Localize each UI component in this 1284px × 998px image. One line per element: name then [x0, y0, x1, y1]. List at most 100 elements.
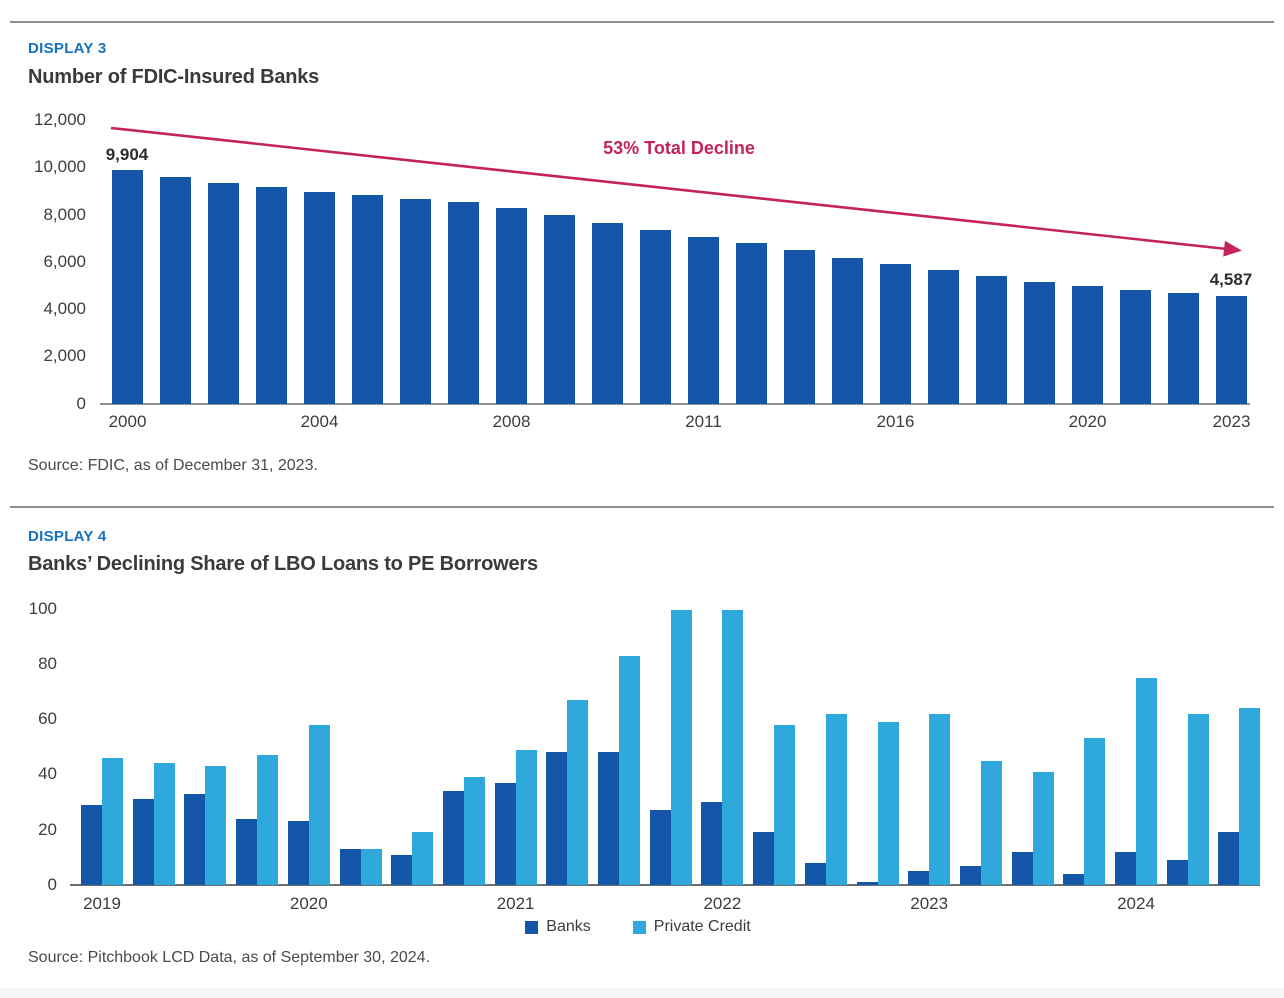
- legend-swatch: [632, 920, 646, 934]
- fdic-bar: [208, 183, 239, 404]
- banks-bar: [442, 790, 464, 885]
- private-credit-bar: [463, 777, 485, 885]
- chart2-x-axis-label: 2024: [1117, 894, 1155, 913]
- chart2-y-axis-label: 80: [38, 653, 57, 673]
- chart1-y-axis-label: 6,000: [43, 251, 86, 271]
- banks-bar: [1115, 851, 1136, 885]
- chart2-y-axis-label: 100: [28, 598, 57, 618]
- last-bar-value-label: 4,587: [1209, 270, 1253, 289]
- fdic-bar: [1168, 292, 1199, 404]
- fdic-bar: [256, 187, 287, 404]
- private-credit-bar: [1187, 713, 1209, 885]
- chart2-x-axis-label: 2022: [703, 894, 742, 913]
- private-credit-bar: [722, 609, 744, 885]
- banks-bar: [339, 849, 361, 885]
- first-bar-value-label: 9,904: [105, 145, 149, 164]
- decline-annotation: 53% Total Decline: [603, 138, 755, 158]
- legend-swatch: [525, 920, 539, 934]
- private-credit-bar: [929, 713, 951, 885]
- private-credit-bar: [825, 713, 847, 885]
- private-credit-bar: [1136, 677, 1157, 885]
- chart1-x-axis-line: [100, 403, 1250, 405]
- fdic-bar: [736, 243, 767, 404]
- chart1-x-axis-label: 2004: [300, 412, 339, 431]
- fdic-bar: [832, 257, 863, 404]
- chart2-x-axis-line: [70, 884, 1260, 886]
- banks-bar: [546, 752, 568, 885]
- chart2-y-axis-label: 40: [38, 764, 57, 784]
- chart1-y-axis-label: 12,000: [34, 110, 86, 129]
- banks-bar: [701, 802, 723, 885]
- fdic-bar: [544, 214, 575, 404]
- chart1-y-axis-label: 0: [76, 393, 86, 413]
- private-credit-bar: [308, 724, 330, 885]
- chart1-y-axis-label: 2,000: [43, 346, 86, 366]
- fdic-bar: [784, 250, 815, 404]
- legend-item-private-credit: Private Credit: [632, 918, 751, 936]
- chart2-x-axis-label: 2020: [289, 894, 328, 913]
- banks-bar: [959, 865, 981, 885]
- private-credit-bar: [153, 763, 175, 885]
- private-credit-bar: [412, 832, 434, 885]
- bottom-page-edge: [0, 988, 1284, 998]
- chart2-x-axis-label: 2021: [496, 894, 535, 913]
- private-credit-bar: [619, 655, 640, 885]
- display4-label: DISPLAY 4: [28, 528, 107, 545]
- chart-legend: Banks Private Credit: [28, 918, 1248, 936]
- fdic-bar: [304, 191, 335, 404]
- private-credit-bar: [205, 766, 227, 885]
- display3-title: Number of FDIC-Insured Banks: [28, 66, 320, 88]
- chart1-x-axis-label: 2011: [685, 412, 722, 431]
- banks-bar: [856, 882, 878, 885]
- private-credit-bar: [877, 721, 899, 885]
- chart1-x-axis-label: 2000: [108, 412, 147, 431]
- middle-divider: [10, 506, 1274, 508]
- chart2-y-axis-label: 60: [38, 709, 57, 729]
- top-divider: [10, 21, 1274, 23]
- display3-label: DISPLAY 3: [28, 40, 107, 57]
- banks-bar: [598, 752, 619, 885]
- banks-bar: [908, 871, 930, 885]
- fdic-bar: [1024, 281, 1055, 404]
- fdic-bar: [592, 223, 623, 404]
- chart1-y-axis-label: 8,000: [43, 204, 86, 224]
- fdic-bar: [640, 230, 671, 404]
- banks-bar: [81, 804, 102, 885]
- banks-bar: [184, 793, 206, 885]
- banks-bar: [391, 854, 413, 885]
- private-credit-bar: [567, 699, 589, 885]
- chart2-y-axis-label: 0: [47, 875, 57, 894]
- banks-bar: [649, 810, 671, 885]
- fdic-bar: [976, 276, 1007, 404]
- chart1-x-axis-label: 2008: [492, 412, 531, 431]
- chart2-x-axis-label: 2019: [83, 894, 121, 913]
- fdic-bar: [880, 264, 911, 404]
- banks-bar: [753, 832, 775, 885]
- fdic-bar: [1072, 285, 1103, 404]
- fdic-bar: [160, 176, 191, 404]
- fdic-bar: [352, 195, 383, 404]
- private-credit-bar: [980, 760, 1002, 885]
- banks-bar: [1166, 860, 1188, 885]
- fdic-bar: [400, 198, 431, 404]
- chart1-y-axis-label: 4,000: [43, 299, 86, 318]
- fdic-bar: [496, 207, 527, 404]
- legend-label: Private Credit: [653, 918, 751, 935]
- private-credit-bar: [257, 755, 279, 885]
- private-credit-bar: [1032, 771, 1054, 885]
- banks-bar: [804, 862, 826, 885]
- chart1-x-axis-label: 2016: [876, 412, 915, 431]
- fdic-bar: [112, 170, 143, 404]
- private-credit-bar: [1239, 708, 1261, 885]
- banks-bar: [1011, 851, 1033, 885]
- display4-source: Source: Pitchbook LCD Data, as of Septem…: [28, 949, 431, 966]
- private-credit-bar: [515, 749, 537, 885]
- chart1-x-axis-label: 2023: [1212, 412, 1251, 431]
- chart1-y-axis-label: 10,000: [34, 157, 86, 177]
- private-credit-bar: [774, 724, 796, 885]
- fdic-bar: [928, 270, 959, 404]
- fdic-bar: [688, 236, 719, 404]
- display4-title: Banks’ Declining Share of LBO Loans to P…: [28, 553, 538, 575]
- fdic-bar: [448, 202, 479, 404]
- chart1-x-axis-label: 2020: [1068, 412, 1107, 431]
